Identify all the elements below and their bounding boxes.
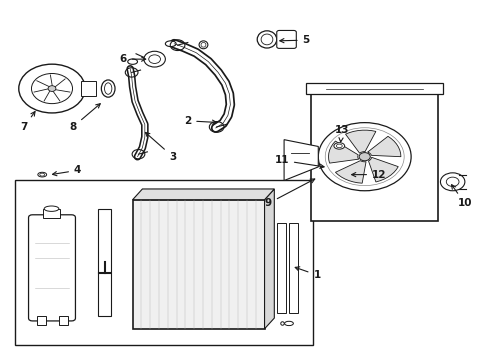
Circle shape <box>441 173 465 191</box>
Text: 6: 6 <box>120 54 146 64</box>
Ellipse shape <box>128 59 138 64</box>
Text: 2: 2 <box>184 116 217 126</box>
Bar <box>277 223 286 313</box>
Bar <box>289 223 298 313</box>
Circle shape <box>48 86 56 91</box>
Bar <box>98 209 111 316</box>
Bar <box>306 83 443 94</box>
Ellipse shape <box>38 172 47 177</box>
Polygon shape <box>265 189 274 329</box>
Polygon shape <box>336 161 366 183</box>
Text: 8: 8 <box>70 104 100 132</box>
Text: 4: 4 <box>52 165 81 176</box>
Ellipse shape <box>44 206 59 211</box>
Text: 9: 9 <box>265 179 315 208</box>
Ellipse shape <box>336 144 342 148</box>
Bar <box>37 316 46 325</box>
Text: 5: 5 <box>280 35 310 45</box>
Circle shape <box>19 64 85 113</box>
Polygon shape <box>133 189 274 200</box>
Bar <box>43 209 60 218</box>
Text: 11: 11 <box>274 155 324 168</box>
Text: 13: 13 <box>335 125 349 142</box>
Circle shape <box>149 55 160 63</box>
Circle shape <box>318 123 411 191</box>
Polygon shape <box>328 141 359 163</box>
Bar <box>311 85 438 221</box>
Ellipse shape <box>257 31 277 48</box>
Polygon shape <box>284 140 318 180</box>
Polygon shape <box>368 136 401 157</box>
Circle shape <box>31 73 73 104</box>
Bar <box>59 316 68 325</box>
Circle shape <box>359 153 370 161</box>
FancyBboxPatch shape <box>277 31 296 48</box>
Ellipse shape <box>261 34 273 45</box>
Circle shape <box>446 177 459 186</box>
Polygon shape <box>345 130 376 153</box>
Polygon shape <box>368 157 398 182</box>
Text: 12: 12 <box>352 170 387 180</box>
Ellipse shape <box>201 42 206 47</box>
Ellipse shape <box>334 143 344 149</box>
Text: 3: 3 <box>146 132 176 162</box>
Text: 1: 1 <box>295 267 320 280</box>
Bar <box>81 81 96 96</box>
Text: 10: 10 <box>452 185 472 208</box>
FancyBboxPatch shape <box>28 215 75 321</box>
Ellipse shape <box>104 83 112 94</box>
Bar <box>133 200 265 329</box>
Ellipse shape <box>285 321 294 325</box>
Ellipse shape <box>40 173 45 176</box>
Ellipse shape <box>165 41 176 46</box>
Bar <box>15 180 314 345</box>
Text: 7: 7 <box>21 112 35 132</box>
